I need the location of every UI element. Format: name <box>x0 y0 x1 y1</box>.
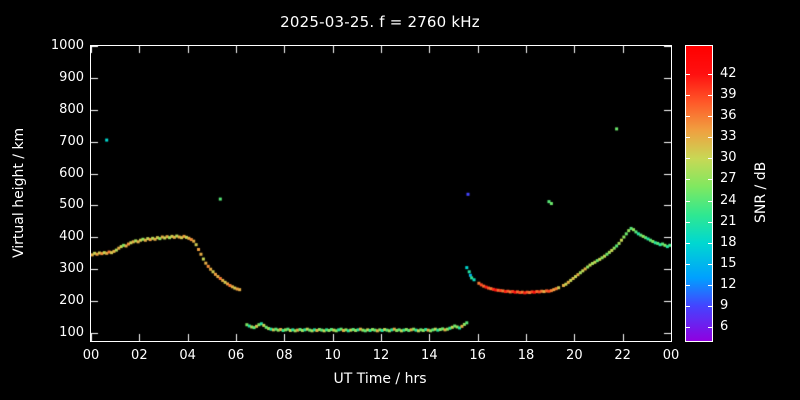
colorbar-tick-label: 27 <box>720 171 737 187</box>
x-tick-label: 12 <box>372 348 390 363</box>
x-tick-label: 18 <box>517 348 535 363</box>
colorbar-tick-label: 6 <box>720 318 729 334</box>
y-tick-label: 600 <box>59 165 84 181</box>
colorbar-tick-mark <box>686 285 690 286</box>
y-tick-label: 400 <box>59 229 84 245</box>
x-tick-label: 08 <box>276 348 293 363</box>
x-tick-label: 00 <box>662 348 680 363</box>
colorbar-tick-mark <box>686 201 690 202</box>
plot-title: 2025-03-25. f = 2760 kHz <box>280 13 480 31</box>
colorbar-tick-mark <box>708 285 712 286</box>
y-tick-label: 300 <box>59 261 84 277</box>
x-tick-label: 02 <box>131 348 148 363</box>
y-tick-label: 900 <box>59 69 84 85</box>
x-tick-label: 06 <box>227 348 245 363</box>
colorbar-tick-mark <box>686 95 690 96</box>
colorbar-tick-mark <box>708 306 712 307</box>
colorbar-tick-mark <box>708 222 712 223</box>
y-axis-label: Virtual height / km <box>11 127 27 258</box>
colorbar-tick-label: 30 <box>720 150 737 166</box>
colorbar-tick-mark <box>708 201 712 202</box>
colorbar-tick-label: 12 <box>720 276 737 292</box>
colorbar-tick-mark <box>708 243 712 244</box>
y-tick-label: 1000 <box>50 38 84 53</box>
colorbar-tick-mark <box>686 222 690 223</box>
colorbar-tick-mark <box>708 158 712 159</box>
y-tick-label: 700 <box>59 133 84 149</box>
colorbar <box>685 45 713 342</box>
x-tick-label: 14 <box>421 348 438 363</box>
colorbar-tick-label: 15 <box>720 255 737 271</box>
x-tick-label: 10 <box>324 348 341 363</box>
x-tick-label: 22 <box>614 348 631 363</box>
scatter-canvas <box>91 46 671 341</box>
y-tick-label: 800 <box>59 101 84 117</box>
colorbar-tick-label: 36 <box>720 108 737 124</box>
colorbar-tick-mark <box>686 74 690 75</box>
colorbar-tick-label: 9 <box>720 297 729 313</box>
colorbar-tick-label: 21 <box>720 213 737 229</box>
colorbar-tick-mark <box>708 327 712 328</box>
colorbar-tick-mark <box>686 179 690 180</box>
y-tick-label: 500 <box>59 197 84 213</box>
colorbar-tick-mark <box>708 264 712 265</box>
x-tick-label: 00 <box>82 348 100 363</box>
y-tick-label: 200 <box>59 293 84 309</box>
plot-area <box>90 45 672 342</box>
colorbar-tick-label: 18 <box>720 234 737 250</box>
x-axis-label: UT Time / hrs <box>333 371 427 387</box>
x-tick-label: 16 <box>469 348 486 363</box>
colorbar-tick-mark <box>708 179 712 180</box>
x-tick-label: 04 <box>179 348 196 363</box>
colorbar-tick-label: 39 <box>720 87 737 103</box>
colorbar-tick-label: 24 <box>720 192 737 208</box>
colorbar-tick-mark <box>708 74 712 75</box>
colorbar-tick-label: 33 <box>720 129 737 145</box>
colorbar-tick-mark <box>686 116 690 117</box>
colorbar-tick-mark <box>708 137 712 138</box>
colorbar-label: SNR / dB <box>753 161 769 224</box>
colorbar-tick-mark <box>708 95 712 96</box>
colorbar-tick-mark <box>686 158 690 159</box>
colorbar-tick-mark <box>686 327 690 328</box>
y-tick-label: 100 <box>59 325 84 341</box>
colorbar-tick-mark <box>686 137 690 138</box>
colorbar-tick-mark <box>708 116 712 117</box>
x-tick-label: 20 <box>566 348 583 363</box>
colorbar-tick-mark <box>686 306 690 307</box>
colorbar-tick-label: 42 <box>720 66 737 82</box>
colorbar-tick-mark <box>686 243 690 244</box>
colorbar-tick-mark <box>686 264 690 265</box>
